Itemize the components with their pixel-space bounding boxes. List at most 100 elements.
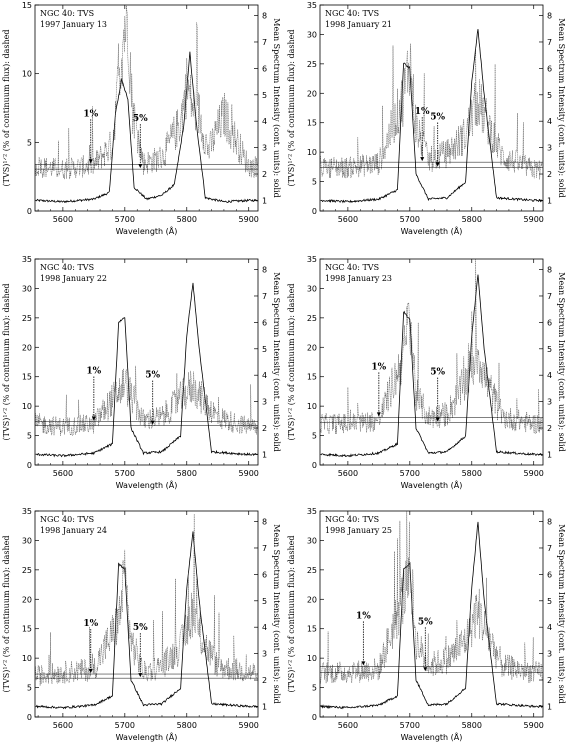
- panel-4: 5600 5700 5800 5900 0 5 10 15 20 25 30 35 1 2 3 4 5 6 7 8 (T…: [287, 255, 566, 490]
- y-left-tick-label: 35: [307, 507, 317, 516]
- x-tick-label: 5700: [400, 721, 420, 730]
- y-left-tick-label: 25: [307, 566, 317, 575]
- x-tick-label: 5900: [524, 215, 544, 224]
- y-right-tick-label: 3: [547, 144, 552, 153]
- y-left-axis-label: (TVS)¹ᐟ² (% of continuum flux): dashed: [287, 284, 296, 441]
- tvs-dashed-line: [320, 510, 543, 684]
- y-right-tick-label: 4: [547, 117, 552, 126]
- x-tick-label: 5600: [338, 469, 358, 478]
- y-left-axis-label: (TVS)¹ᐟ² (% of continuum flux): dashed: [2, 284, 11, 441]
- y-left-tick-label: 5: [312, 178, 317, 187]
- panel-date: 1998 January 25: [325, 526, 392, 535]
- y-right-tick-label: 8: [262, 266, 267, 275]
- y-right-tick-label: 1: [262, 450, 267, 459]
- x-tick-label: 5800: [462, 721, 482, 730]
- mean-spectrum-line: [35, 51, 258, 204]
- x-axis-label: Wavelength (Å): [401, 479, 463, 490]
- ann-5pct-arrow-head: [423, 667, 428, 672]
- y-left-axis-label: (TVS)¹ᐟ² (% of continuum flux): dashed: [2, 30, 11, 187]
- y-left-tick-label: 35: [22, 255, 32, 264]
- plot-frame: [319, 258, 544, 466]
- y-right-tick-label: 8: [547, 266, 552, 275]
- y-left-axis-label: (TVS)¹ᐟ² (% of continuum flux): dashed: [2, 536, 11, 693]
- y-left-tick-label: 15: [307, 373, 317, 382]
- y-right-tick-label: 1: [262, 702, 267, 711]
- y-right-tick-label: 5: [262, 597, 267, 606]
- panel-date: 1998 January 23: [325, 274, 392, 283]
- x-axis-label: Wavelength (Å): [401, 225, 463, 236]
- y-left-tick-label: 0: [27, 207, 32, 216]
- y-right-tick-label: 2: [547, 170, 552, 179]
- y-right-tick-label: 6: [262, 570, 267, 579]
- ann-1pct-arrow-head: [420, 157, 425, 162]
- y-right-tick-label: 4: [547, 623, 552, 632]
- y-left-tick-label: 15: [22, 373, 32, 382]
- y-left-tick-label: 15: [22, 625, 32, 634]
- y-left-tick-label: 20: [307, 89, 317, 98]
- y-right-axis-label: Mean Spectrum Intensity (cont. units): s…: [272, 272, 281, 451]
- x-tick-label: 5600: [53, 215, 73, 224]
- y-left-tick-label: 15: [307, 625, 317, 634]
- y-left-tick-label: 25: [22, 566, 32, 575]
- y-left-tick-label: 30: [307, 536, 317, 545]
- y-right-tick-label: 8: [547, 12, 552, 21]
- y-left-tick-label: 30: [307, 284, 317, 293]
- tvs-dashed-line: [35, 514, 258, 686]
- y-right-tick-label: 4: [547, 371, 552, 380]
- panel-date: 1998 January 24: [40, 526, 107, 535]
- x-tick-label: 5600: [53, 721, 73, 730]
- y-left-tick-label: 5: [312, 684, 317, 693]
- x-tick-label: 5900: [524, 469, 544, 478]
- ann-1pct-label: 1%: [86, 366, 101, 376]
- x-tick-label: 5600: [53, 469, 73, 478]
- ann-1pct-arrow-head: [361, 661, 366, 666]
- ann-5pct-label: 5%: [133, 114, 148, 124]
- y-right-tick-label: 2: [547, 424, 552, 433]
- y-right-tick-label: 6: [547, 64, 552, 73]
- panel-title: NGC 40: TVS: [40, 263, 94, 272]
- panel-5: 5600 5700 5800 5900 0 5 10 15 20 25 30 35 1 2 3 4 5 6 7 8 (T…: [2, 507, 281, 742]
- y-right-axis-label: Mean Spectrum Intensity (cont. units): s…: [557, 524, 566, 703]
- y-left-tick-label: 15: [307, 119, 317, 128]
- y-left-tick-label: 20: [307, 595, 317, 604]
- y-right-tick-label: 4: [262, 623, 267, 632]
- y-left-axis-label: (TVS)¹ᐟ² (% of continuum flux): dashed: [287, 536, 296, 693]
- y-left-tick-label: 30: [22, 536, 32, 545]
- ann-5pct-arrow-head: [150, 420, 155, 425]
- y-right-tick-label: 6: [547, 570, 552, 579]
- panel-3: 5600 5700 5800 5900 0 5 10 15 20 25 30 35 1 2 3 4 5 6 7 8 (T…: [2, 255, 281, 490]
- y-left-tick-label: 35: [307, 1, 317, 10]
- plot-frame: [319, 510, 544, 718]
- y-left-tick-label: 10: [22, 402, 32, 411]
- y-right-tick-label: 8: [262, 518, 267, 527]
- y-left-tick-label: 20: [22, 343, 32, 352]
- x-tick-label: 5700: [115, 215, 135, 224]
- ann-5pct-arrow-head: [138, 673, 143, 678]
- mean-spectrum-line: [320, 29, 543, 204]
- y-left-tick-label: 25: [307, 314, 317, 323]
- x-tick-label: 5700: [115, 469, 135, 478]
- y-left-tick-label: 5: [27, 432, 32, 441]
- mean-spectrum-line: [35, 531, 258, 710]
- panel-title: NGC 40: TVS: [40, 515, 94, 524]
- panel-1: 5600 5700 5800 5900 0 5 10 15 1 2 3 4 5 6 7 8 (TVS)¹ᐟ² (…: [2, 1, 281, 236]
- y-right-tick-label: 7: [262, 292, 267, 301]
- y-right-tick-label: 1: [547, 196, 552, 205]
- y-left-tick-label: 15: [22, 1, 32, 10]
- x-tick-label: 5900: [239, 215, 259, 224]
- y-right-tick-label: 2: [262, 424, 267, 433]
- y-right-axis-label: Mean Spectrum Intensity (cont. units): s…: [272, 524, 281, 703]
- plot-frame: [319, 4, 544, 212]
- y-left-tick-label: 10: [307, 148, 317, 157]
- y-right-tick-label: 7: [262, 38, 267, 47]
- y-left-tick-label: 10: [307, 654, 317, 663]
- y-left-tick-label: 35: [307, 255, 317, 264]
- y-right-tick-label: 2: [262, 170, 267, 179]
- panel-date: 1998 January 22: [40, 274, 107, 283]
- y-right-tick-label: 6: [262, 64, 267, 73]
- y-left-tick-label: 20: [307, 343, 317, 352]
- panel-title: NGC 40: TVS: [325, 263, 379, 272]
- x-tick-label: 5800: [177, 469, 197, 478]
- panel-title: NGC 40: TVS: [325, 9, 379, 18]
- y-left-tick-label: 35: [22, 507, 32, 516]
